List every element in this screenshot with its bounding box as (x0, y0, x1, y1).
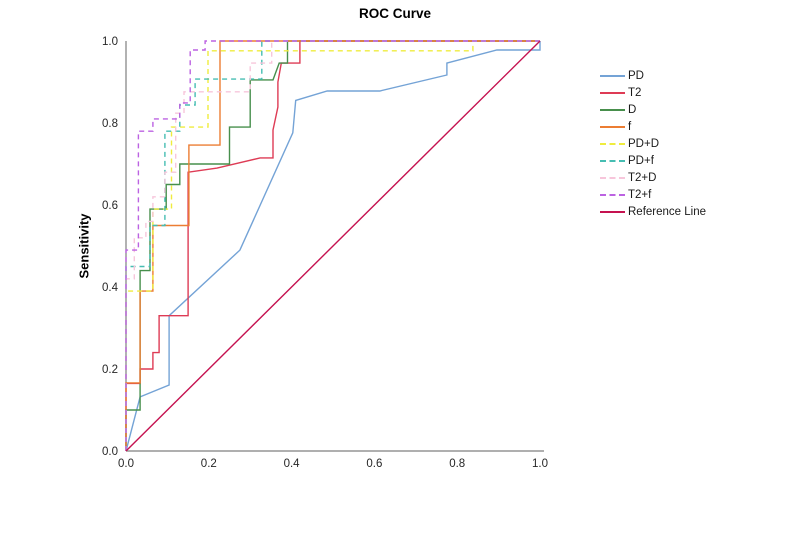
legend-swatch-icon (600, 91, 625, 94)
legend-item-t2-d: T2+D (600, 169, 706, 186)
x-tick-label: 0.4 (284, 458, 301, 470)
legend-item-f: f (600, 118, 706, 135)
legend-swatch-icon (600, 142, 625, 145)
curve-t2-f (125, 40, 540, 451)
curve-pd-f (125, 40, 540, 451)
legend-item-reference-line: Reference Line (600, 203, 706, 220)
legend-swatch-icon (600, 108, 625, 111)
legend-swatch-icon (600, 193, 625, 196)
x-tick-label: 0.6 (366, 458, 382, 470)
legend-swatch-icon (600, 210, 625, 213)
curve-t2-d (125, 40, 540, 451)
curve-pd-d (125, 40, 540, 451)
y-tick-label: 0.2 (102, 364, 118, 376)
legend-item-pd-d: PD+D (600, 135, 706, 152)
legend-swatch-icon (600, 176, 625, 179)
y-tick-label: 0.4 (102, 282, 119, 294)
y-tick-label: 0.0 (102, 446, 118, 458)
legend-label: PD+f (628, 154, 654, 167)
legend-label: T2 (628, 86, 642, 99)
legend-label: Reference Line (628, 205, 706, 218)
x-tick-label: 0.2 (201, 458, 217, 470)
legend-label: T2+f (628, 188, 652, 201)
x-tick-label: 0.8 (449, 458, 465, 470)
legend-item-pd-f: PD+f (600, 152, 706, 169)
legend-item-pd: PD (600, 67, 706, 84)
y-tick-label: 0.8 (102, 118, 118, 130)
x-tick-label: 0.0 (118, 458, 134, 470)
legend-item-d: D (600, 101, 706, 118)
curve-pd (125, 41, 541, 452)
legend-label: PD+D (628, 137, 659, 150)
y-tick-label: 0.6 (102, 200, 118, 212)
legend-swatch-icon (600, 125, 625, 128)
curve-t2 (125, 40, 540, 451)
chart-title: ROC Curve (358, 6, 431, 21)
legend-label: PD (628, 69, 644, 82)
y-tick-label: 1.0 (102, 36, 118, 48)
legend-item-t2-f: T2+f (600, 186, 706, 203)
legend-swatch-icon (600, 159, 625, 162)
curve-d (125, 40, 540, 451)
x-tick-label: 1.0 (532, 458, 548, 470)
legend-label: D (628, 103, 637, 116)
curve-reference-line (125, 40, 541, 452)
legend-item-t2: T2 (600, 84, 706, 101)
legend-swatch-icon (600, 74, 625, 77)
legend-label: f (628, 120, 632, 133)
legend-label: T2+D (628, 171, 657, 184)
